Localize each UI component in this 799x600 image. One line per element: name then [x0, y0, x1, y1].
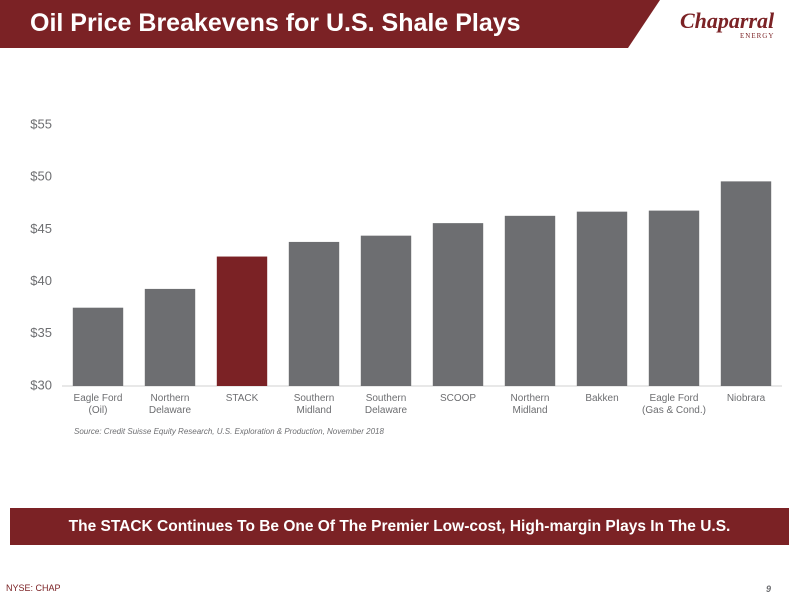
bar — [216, 256, 268, 386]
x-tick-label: Northern Delaware — [148, 393, 192, 416]
y-tick-label: $45 — [30, 221, 52, 236]
bar — [576, 211, 628, 386]
bar — [288, 241, 340, 386]
bar — [144, 288, 196, 386]
x-tick-label: Southern Delaware — [364, 393, 408, 416]
chart: $30 $35 $40 $45 $50 $55 — [30, 116, 782, 392]
bar — [648, 210, 700, 386]
bar — [504, 215, 556, 386]
x-tick-label: Eagle Ford (Gas & Cond.) — [642, 393, 706, 416]
x-tick-label: Northern Midland — [510, 393, 550, 416]
bar — [72, 307, 124, 386]
banner: The STACK Continues To Be One Of The Pre… — [10, 508, 789, 545]
bar — [720, 181, 772, 386]
logo-sub: ENERGY — [740, 32, 775, 40]
y-tick-label: $55 — [30, 116, 52, 131]
x-tick-label: Eagle Ford (Oil) — [73, 393, 123, 416]
x-tick-label: Niobrara — [726, 393, 766, 404]
y-tick-label: $50 — [30, 169, 52, 184]
x-tick-label: STACK — [225, 393, 259, 404]
x-tick-label: SCOOP — [439, 393, 477, 404]
ticker: NYSE: CHAP — [6, 583, 61, 593]
bar — [360, 235, 412, 386]
x-tick-label: Southern Midland — [293, 393, 335, 416]
slide-title: Oil Price Breakevens for U.S. Shale Play… — [30, 9, 521, 37]
y-tick-label: $40 — [30, 273, 52, 288]
header-bar — [0, 0, 660, 48]
y-tick-label: $35 — [30, 325, 52, 340]
page-number: 9 — [766, 584, 772, 594]
y-tick-label: $30 — [30, 377, 52, 392]
x-tick-label: Bakken — [585, 393, 619, 404]
logo: Chaparral — [680, 8, 775, 33]
bar — [432, 223, 484, 386]
source-note: Source: Credit Suisse Equity Research, U… — [74, 427, 384, 436]
